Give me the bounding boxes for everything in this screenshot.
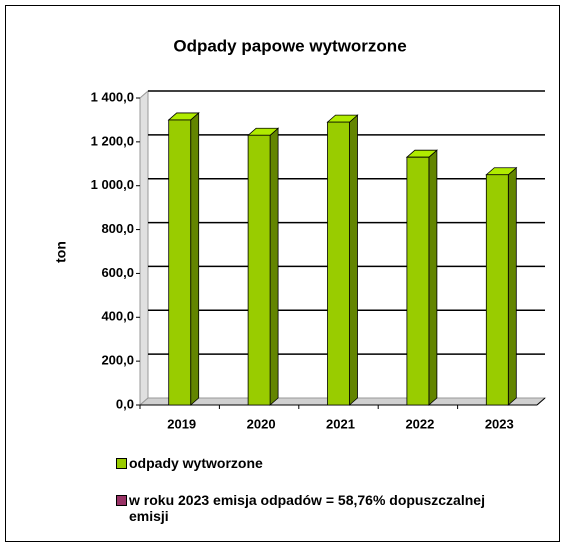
bar-face (428, 149, 438, 406)
bar (326, 114, 359, 406)
frame (5, 5, 560, 542)
bar (405, 149, 438, 406)
y-tick-label: 800,0 (101, 221, 134, 236)
x-axis-end (536, 397, 546, 406)
bar-face (485, 174, 509, 406)
bar-face (406, 156, 430, 406)
legend-note-text: w roku 2023 emisja odpadów = 58,76% dopu… (129, 492, 485, 524)
x-tick-label: 2022 (405, 416, 434, 431)
y-tick-label: 200,0 (101, 353, 134, 368)
bar (485, 166, 518, 406)
wall (139, 89, 149, 407)
legend-note: w roku 2023 emisja odpadów = 58,76% dopu… (116, 492, 496, 524)
y-axis-label: ton (53, 241, 69, 263)
y-tick-label: 600,0 (101, 265, 134, 280)
bar-face (247, 134, 271, 406)
x-tick-label: 2023 (485, 416, 514, 431)
y-tick-label: 400,0 (101, 309, 134, 324)
bar-face (190, 112, 200, 406)
x-tick-label: 2020 (247, 416, 276, 431)
legend-label: odpady wytworzone (129, 455, 263, 471)
bar-face (269, 127, 279, 406)
bar (247, 127, 280, 406)
legend-entry: odpady wytworzone (116, 455, 263, 471)
bar-face (349, 114, 358, 406)
legend-swatch (116, 458, 127, 469)
bar-face (327, 121, 350, 406)
x-tick-label: 2019 (167, 416, 196, 431)
y-tick-label: 1 000,0 (91, 177, 134, 192)
legend-swatch (116, 495, 127, 506)
y-tick-label: 1 400,0 (91, 89, 134, 104)
bar-face (507, 166, 517, 406)
y-tick-label: 1 200,0 (91, 133, 134, 148)
bar-face (168, 119, 192, 406)
bar (167, 112, 200, 406)
chart-title: Odpady papowe wytworzone (173, 36, 406, 55)
y-tick-label: 0,0 (116, 396, 134, 411)
x-tick-label: 2021 (326, 416, 355, 431)
